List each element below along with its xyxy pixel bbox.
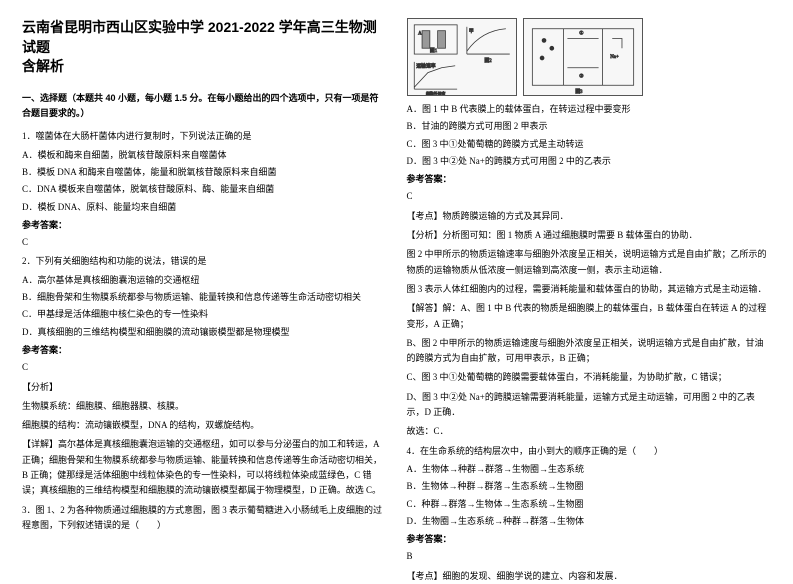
q2-stem: 2．下列有关细胞结构和功能的说法，错误的是 (22, 254, 387, 269)
svg-text:A: A (418, 32, 422, 37)
q3-an: 分析图可知：图 1 物质 A 通过细胞膜时需要 B 载体蛋白的协助． (443, 230, 698, 240)
q3-opt-a: A．图 1 中 B 代表膜上的载体蛋白，在转运过程中要变形 (407, 102, 772, 117)
figure-1-2: A 图1 图2 甲 运输速率 细胞外浓度 (407, 18, 517, 96)
q4-ans: B (407, 549, 772, 564)
left-column: 云南省昆明市西山区实验中学 2021-2022 学年高三生物测试题 含解析 一、… (22, 18, 387, 543)
q2-opt-c: C．甲基绿是活体细胞中核仁染色的专一性染料 (22, 307, 387, 322)
q2-ans-label: 参考答案： (22, 343, 387, 358)
q1-opt-c: C．DNA 模板来自噬菌体，脱氧核苷酸原料、酶、能量来自细菌 (22, 182, 387, 197)
svg-text:甲: 甲 (468, 29, 473, 35)
svg-text:图3: 图3 (575, 89, 583, 95)
q1-opt-d: D．模板 DNA、原料、能量均来自细菌 (22, 200, 387, 215)
q4-stem: 4．在生命系统的结构层次中，由小到大的顺序正确的是（ ） (407, 444, 772, 459)
q1-opt-b: B．模板 DNA 和酶来自噬菌体，能量和脱氧核苷酸原料来自细菌 (22, 165, 387, 180)
svg-text:②: ② (579, 73, 584, 79)
q4-opt-b: B．生物体→种群→群落→生态系统→生物圈 (407, 479, 772, 494)
section-1-head: 一、选择题（本题共 40 小题，每小题 1.5 分。在每小题给出的四个选项中，只… (22, 91, 387, 122)
q2-detail-body: 高尔基体是真核细胞囊泡运输的交通枢纽，如可以参与分泌蛋白的加工和转运，A 正确；… (22, 439, 382, 495)
svg-text:图1: 图1 (429, 48, 437, 54)
q3-jd-label: 【解答】 (407, 303, 443, 313)
svg-text:运输速率: 运输速率 (416, 63, 436, 70)
q2-analysis2: 细胞膜的结构：流动镶嵌模型，DNA 的结构，双螺旋结构。 (22, 418, 387, 433)
q3-kp: 物质跨膜运输的方式及其异同． (443, 211, 569, 221)
q4-opt-a: A．生物体→种群→群落→生物圈→生态系统 (407, 462, 772, 477)
q2-detail-label: 【详解】 (22, 439, 58, 449)
q1-ans-label: 参考答案： (22, 218, 387, 233)
q1-opt-a: A．模板和酶来自细菌，脱氧核苷酸原料来自噬菌体 (22, 148, 387, 163)
q3-jd-e: 故选：C． (407, 424, 772, 439)
q3-an3: 图 3 表示人体红细胞内的过程，需要消耗能量和载体蛋白的协助，其运输方式是主动运… (407, 282, 772, 297)
figure-3: ① ② Na+ 图3 (523, 18, 643, 96)
doc-title: 云南省昆明市西山区实验中学 2021-2022 学年高三生物测试题 含解析 (22, 18, 387, 77)
q2-analysis-label: 【分析】 (22, 380, 387, 395)
q4-kp-label: 【考点】 (407, 571, 443, 581)
title-line2: 含解析 (22, 58, 64, 74)
q3-jd-b: B、图 2 中甲所示的物质运输速度与细胞外浓度呈正相关，说明运输方式是自由扩散，… (407, 336, 772, 367)
svg-text:图2: 图2 (484, 58, 492, 64)
figure-row: A 图1 图2 甲 运输速率 细胞外浓度 (407, 18, 772, 96)
q1-ans: C (22, 235, 387, 250)
q4-kp: 细胞的发现、细胞学说的建立、内容和发展． (443, 571, 623, 581)
q2-analysis: 生物膜系统：细胞膜、细胞器膜、核膜。 (22, 399, 387, 414)
q2-detail: 【详解】高尔基体是真核细胞囊泡运输的交通枢纽，如可以参与分泌蛋白的加工和转运，A… (22, 437, 387, 498)
q4-opt-d: D．生物圈→生态系统→种群→群落→生物体 (407, 514, 772, 529)
q3-opt-b: B．甘油的跨膜方式可用图 2 甲表示 (407, 119, 772, 134)
q3-ans: C (407, 189, 772, 204)
q4-opt-c: C．种群→群落→生物体→生态系统→生物圈 (407, 497, 772, 512)
q3-kp-label: 【考点】 (407, 211, 443, 221)
q3-stem: 3．图 1、2 为各种物质通过细胞膜的方式意图，图 3 表示葡萄糖进入小肠绒毛上… (22, 503, 387, 534)
q2-opt-a: A．高尔基体是真核细胞囊泡运输的交通枢纽 (22, 273, 387, 288)
svg-text:①: ① (579, 31, 584, 37)
q2-ans: C (22, 360, 387, 375)
svg-text:细胞外浓度: 细胞外浓度 (425, 91, 445, 95)
q3-an2: 图 2 中甲所示的物质运输速率与细胞外浓度呈正相关，说明运输方式是自由扩散；乙所… (407, 247, 772, 278)
q3-jd-a: 解：A、图 1 中 B 代表的物质是细胞膜上的载体蛋白，B 载体蛋白在转运 A … (407, 303, 767, 328)
q3-ans-label: 参考答案： (407, 172, 772, 187)
q3-opt-c: C．图 3 中①处葡萄糖的跨膜方式是主动转运 (407, 137, 772, 152)
q1-stem: 1．噬菌体在大肠杆菌体内进行复制时，下列说法正确的是 (22, 129, 387, 144)
q2-opt-b: B．细胞骨架和生物膜系统都参与物质运输、能量转换和信息传递等生命活动密切相关 (22, 290, 387, 305)
q3-opt-d: D．图 3 中②处 Na+的跨膜方式可用图 2 中的乙表示 (407, 154, 772, 169)
title-line1: 云南省昆明市西山区实验中学 2021-2022 学年高三生物测试题 (22, 19, 377, 55)
q4-ans-label: 参考答案： (407, 532, 772, 547)
q3-jd-d: D、图 3 中②处 Na+的跨膜运输需要消耗能量，运输方式是主动运输，可用图 2… (407, 390, 772, 421)
q3-an-label: 【分析】 (407, 230, 443, 240)
right-column: A 图1 图2 甲 运输速率 细胞外浓度 (407, 18, 772, 543)
q2-opt-d: D．真核细胞的三维结构模型和细胞膜的流动镶嵌模型都是物理模型 (22, 325, 387, 340)
q3-jd-c: C、图 3 中①处葡萄糖的跨膜需要载体蛋白，不消耗能量，为协助扩散，C 错误； (407, 370, 772, 385)
svg-text:Na+: Na+ (610, 55, 619, 60)
